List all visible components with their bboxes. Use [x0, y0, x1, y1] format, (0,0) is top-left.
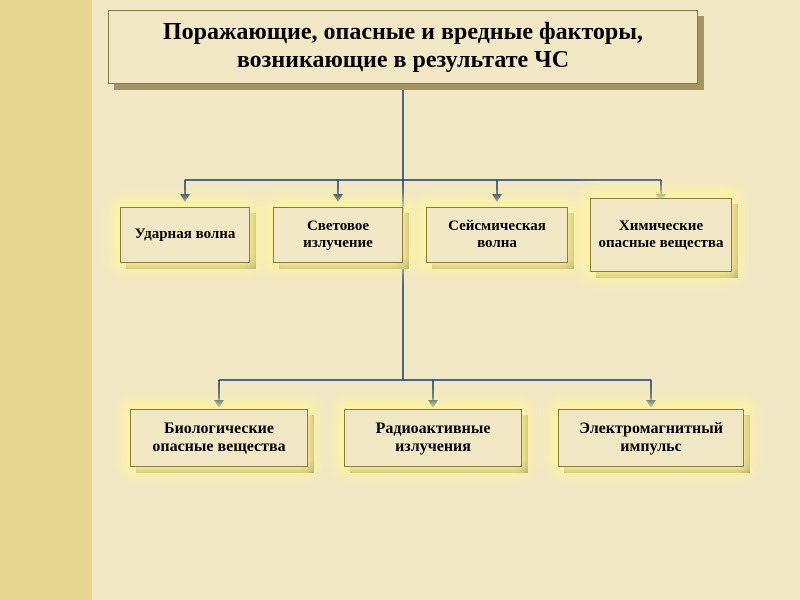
node-em-pulse: Электромагнитный импульс	[558, 409, 744, 467]
node-label: Химические опасные вещества	[597, 218, 725, 253]
node-shock-wave: Ударная волна	[120, 207, 250, 263]
node-label: Радиоактивные излучения	[351, 420, 515, 457]
node-biological-hazards: Биологические опасные вещества	[130, 409, 308, 467]
node-label: Электромагнитный импульс	[565, 420, 737, 457]
node-label: Сейсмическая волна	[433, 218, 561, 253]
title-box: Поражающие, опасные и вредные факторы, в…	[108, 10, 698, 84]
node-label: Ударная волна	[135, 226, 236, 243]
sidebar-stripe	[0, 0, 92, 600]
node-label: Биологические опасные вещества	[137, 420, 301, 457]
node-label: Световое излучение	[280, 218, 396, 253]
node-chemical-hazards: Химические опасные вещества	[590, 198, 732, 272]
title-text: Поражающие, опасные и вредные факторы, в…	[115, 19, 691, 74]
node-light-radiation: Световое излучение	[273, 207, 403, 263]
node-radioactive-radiation: Радиоактивные излучения	[344, 409, 522, 467]
content-area	[92, 0, 800, 600]
node-seismic-wave: Сейсмическая волна	[426, 207, 568, 263]
